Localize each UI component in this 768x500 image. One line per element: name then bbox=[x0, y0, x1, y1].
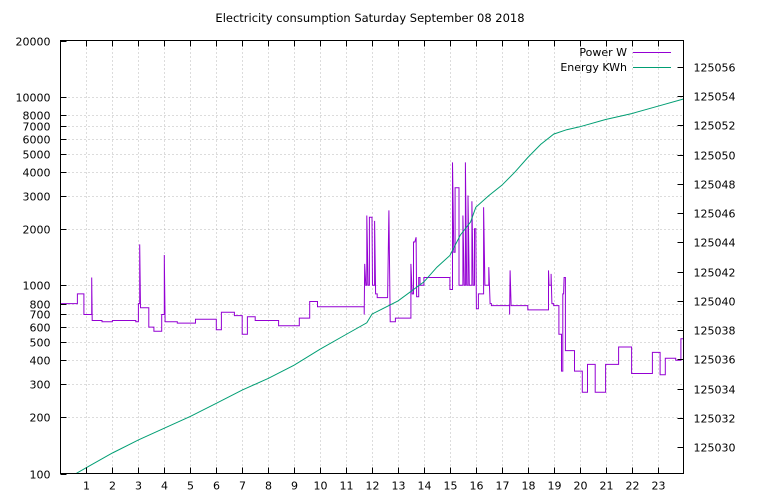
y-left-tick-label: 200 bbox=[30, 412, 51, 425]
x-tick-label: 6 bbox=[213, 480, 220, 493]
x-tick-label: 17 bbox=[496, 480, 510, 493]
y-left-tick-label: 100 bbox=[30, 469, 51, 482]
x-tick-label: 7 bbox=[239, 480, 246, 493]
x-tick-label: 19 bbox=[548, 480, 562, 493]
y-right-tick-label: 125056 bbox=[694, 62, 736, 75]
y-left-tick-label: 8000 bbox=[23, 110, 51, 123]
x-tick-label: 5 bbox=[187, 480, 194, 493]
y-right-tick-label: 125054 bbox=[694, 91, 736, 104]
x-tick-label: 18 bbox=[522, 480, 536, 493]
legend: Power W Energy KWh bbox=[560, 46, 671, 74]
y-right-tick-label: 125038 bbox=[694, 325, 736, 338]
y-right-tick-label: 125032 bbox=[694, 413, 736, 426]
x-tick-label: 23 bbox=[652, 480, 666, 493]
x-tick-label: 14 bbox=[418, 480, 432, 493]
y-left-tick-label: 500 bbox=[30, 337, 51, 350]
y-left-tick-label: 5000 bbox=[23, 149, 51, 162]
x-tick-label: 21 bbox=[600, 480, 614, 493]
x-tick-label: 16 bbox=[470, 480, 484, 493]
series-line-power-w bbox=[60, 162, 684, 393]
y-left-tick-label: 600 bbox=[30, 322, 51, 335]
axis-layer: 1 2 3 4 5 6 7 8 9 10 11 12 13 14 15 16 17 18 19 20 21 22 23100… bbox=[16, 36, 736, 493]
y-left-tick-label: 4000 bbox=[23, 167, 51, 180]
x-tick-label: 20 bbox=[574, 480, 588, 493]
y-left-tick-label: 300 bbox=[30, 379, 51, 392]
x-tick-label: 10 bbox=[314, 480, 328, 493]
y-left-tick-label: 3000 bbox=[23, 191, 51, 204]
y-right-tick-label: 125040 bbox=[694, 296, 736, 309]
y-left-tick-label: 10000 bbox=[16, 92, 51, 105]
x-tick-label: 11 bbox=[340, 480, 354, 493]
grid-layer bbox=[60, 40, 684, 474]
y-right-tick-label: 125042 bbox=[694, 267, 736, 280]
x-tick-label: 9 bbox=[291, 480, 298, 493]
y-right-tick-label: 125046 bbox=[694, 208, 736, 221]
y-left-tick-label: 6000 bbox=[23, 134, 51, 147]
y-right-tick-label: 125052 bbox=[694, 120, 736, 133]
y-right-tick-label: 125050 bbox=[694, 150, 736, 163]
y-right-tick-label: 125044 bbox=[694, 237, 736, 250]
legend-label: Power W bbox=[579, 46, 627, 59]
x-tick-label: 4 bbox=[161, 480, 168, 493]
y-left-tick-label: 400 bbox=[30, 355, 51, 368]
x-tick-label: 2 bbox=[109, 480, 116, 493]
x-tick-label: 8 bbox=[265, 480, 272, 493]
x-tick-label: 13 bbox=[392, 480, 406, 493]
chart-title: Electricity consumption Saturday Septemb… bbox=[215, 11, 524, 25]
y-left-tick-label: 800 bbox=[30, 299, 51, 312]
y-left-tick-label: 2000 bbox=[23, 224, 51, 237]
series-layer bbox=[60, 98, 684, 474]
x-tick-label: 15 bbox=[444, 480, 458, 493]
y-left-tick-label: 700 bbox=[30, 309, 51, 322]
y-right-tick-label: 125030 bbox=[694, 442, 736, 455]
x-tick-label: 3 bbox=[135, 480, 142, 493]
legend-label: Energy KWh bbox=[560, 61, 627, 74]
x-tick-label: 22 bbox=[626, 480, 640, 493]
y-right-tick-label: 125036 bbox=[694, 354, 736, 367]
y-right-tick-label: 125048 bbox=[694, 179, 736, 192]
y-left-tick-label: 20000 bbox=[16, 36, 51, 49]
series-line-energy-kwh bbox=[75, 98, 684, 474]
x-tick-label: 12 bbox=[366, 480, 380, 493]
x-tick-label: 1 bbox=[83, 480, 90, 493]
y-left-tick-label: 7000 bbox=[23, 121, 51, 134]
y-right-tick-label: 125034 bbox=[694, 384, 736, 397]
y-left-tick-label: 1000 bbox=[23, 280, 51, 293]
